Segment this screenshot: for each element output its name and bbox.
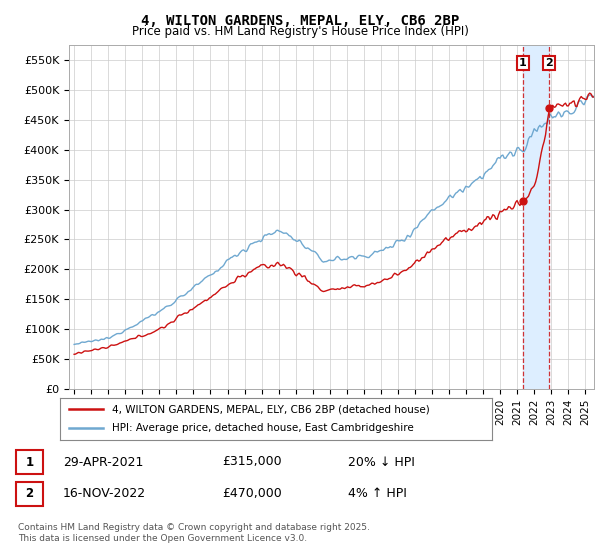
- FancyBboxPatch shape: [16, 450, 43, 474]
- Text: £470,000: £470,000: [222, 487, 282, 501]
- Text: 4, WILTON GARDENS, MEPAL, ELY, CB6 2BP: 4, WILTON GARDENS, MEPAL, ELY, CB6 2BP: [141, 14, 459, 28]
- Text: 1: 1: [25, 455, 34, 469]
- Text: £315,000: £315,000: [222, 455, 281, 469]
- Text: 4% ↑ HPI: 4% ↑ HPI: [348, 487, 407, 501]
- Text: 16-NOV-2022: 16-NOV-2022: [63, 487, 146, 501]
- Text: 2: 2: [545, 58, 553, 68]
- Text: HPI: Average price, detached house, East Cambridgeshire: HPI: Average price, detached house, East…: [112, 423, 413, 433]
- Text: 20% ↓ HPI: 20% ↓ HPI: [348, 455, 415, 469]
- Text: 2: 2: [25, 487, 34, 501]
- Text: 4, WILTON GARDENS, MEPAL, ELY, CB6 2BP (detached house): 4, WILTON GARDENS, MEPAL, ELY, CB6 2BP (…: [112, 404, 430, 414]
- FancyBboxPatch shape: [16, 482, 43, 506]
- Bar: [523, 45, 550, 389]
- Text: Price paid vs. HM Land Registry's House Price Index (HPI): Price paid vs. HM Land Registry's House …: [131, 25, 469, 38]
- Text: Contains HM Land Registry data © Crown copyright and database right 2025.
This d: Contains HM Land Registry data © Crown c…: [18, 524, 370, 543]
- Text: 29-APR-2021: 29-APR-2021: [63, 455, 143, 469]
- Text: 1: 1: [519, 58, 527, 68]
